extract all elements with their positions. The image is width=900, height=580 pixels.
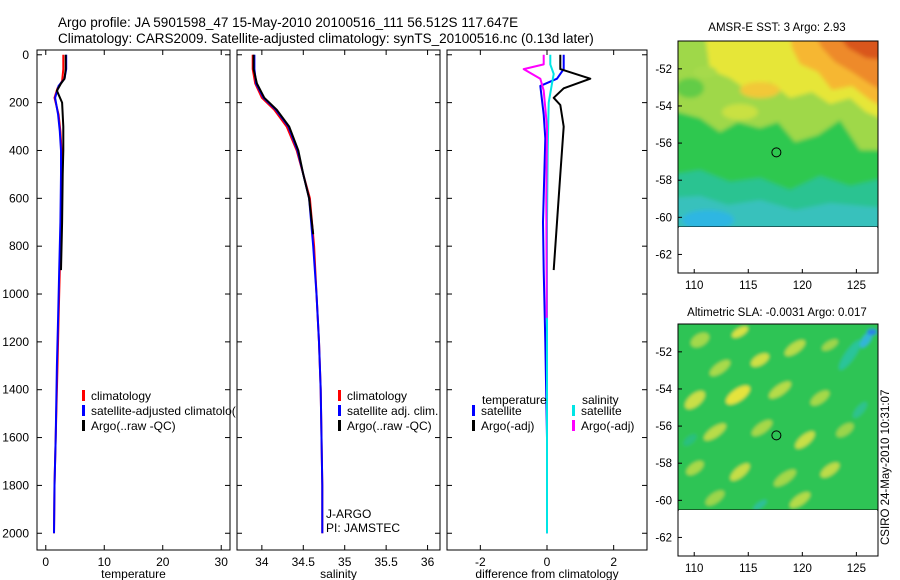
legend-swatch	[82, 420, 85, 431]
y-tick-label: 200	[9, 96, 29, 110]
legend-swatch	[338, 390, 341, 401]
y-tick-label: -54	[655, 101, 672, 113]
legend-swatch	[472, 405, 475, 416]
plot-frame	[236, 49, 441, 551]
x-axis-label: difference from climatology	[475, 567, 618, 580]
y-tick-label: -56	[655, 138, 672, 150]
annotation: J-ARGO	[326, 507, 371, 521]
legend-swatch	[338, 405, 341, 416]
legend-swatch	[338, 420, 341, 431]
x-tick-label: 35.5	[374, 555, 398, 569]
x-tick-label: 125	[847, 563, 866, 575]
y-tick-label: -62	[655, 249, 672, 261]
x-tick-label: 0	[544, 555, 551, 569]
y-tick-label: 0	[22, 48, 29, 62]
x-tick-label: 110	[685, 563, 703, 575]
x-tick-label: 2	[610, 555, 617, 569]
x-tick-label: 35	[338, 555, 352, 569]
y-tick-label: 1600	[2, 431, 29, 445]
y-tick-label: -58	[655, 458, 672, 470]
y-tick-label: 1200	[2, 335, 29, 349]
x-tick-label: 0	[42, 555, 49, 569]
series-line	[252, 54, 315, 235]
legend-swatch	[82, 390, 85, 401]
legend-header: salinity	[582, 393, 619, 407]
series-line	[55, 54, 67, 271]
y-tick-label: 1000	[2, 287, 29, 301]
header-line1: Argo profile: JA 5901598_47 15-May-2010 …	[58, 15, 518, 30]
legend-label: Argo(..raw -QC)	[347, 419, 432, 433]
y-tick-label: -60	[655, 212, 672, 224]
x-tick-label: 120	[793, 280, 812, 292]
x-tick-label: 34	[255, 555, 269, 569]
x-tick-label: 36	[421, 555, 435, 569]
series-line	[552, 54, 592, 271]
x-tick-label: 120	[793, 563, 812, 575]
x-tick-label: 125	[847, 280, 866, 292]
sla-map: Altimetric SLA: -0.0031 Argo: 0.017	[655, 307, 879, 575]
x-tick-label: 20	[156, 555, 170, 569]
y-tick-label: 400	[9, 143, 29, 157]
legend-label: climatology	[347, 389, 407, 403]
map-frame	[677, 323, 879, 557]
legend-label: Argo(..raw -QC)	[91, 419, 176, 433]
y-tick-label: 600	[9, 191, 29, 205]
x-tick-label: 115	[739, 563, 757, 575]
y-tick-label: 1800	[2, 478, 29, 492]
x-tick-label: 115	[739, 280, 757, 292]
sla-map-title: Altimetric SLA: -0.0031 Argo: 0.017	[687, 307, 867, 319]
x-axis-label: salinity	[320, 567, 357, 580]
legend-label: Argo(-adj)	[581, 419, 634, 433]
legend-label: Argo(-adj)	[481, 419, 534, 433]
plot-frame	[36, 49, 231, 551]
y-tick-label: 2000	[2, 526, 29, 540]
sst-field	[678, 41, 878, 227]
temperature-profile: 0 10 20 30 0 200 400 600 800 1000 1200 1400 1600 1800…	[2, 48, 235, 580]
legend-swatch	[572, 405, 575, 416]
legend-header: temperature	[482, 393, 547, 407]
series-line	[522, 54, 548, 318]
x-tick-label: 34.5	[292, 555, 316, 569]
map-frame	[677, 40, 879, 274]
x-tick-label: 110	[685, 280, 703, 292]
salinity-profile: 34 34.5 35 35.5 36 salinity climatologysatelli…	[236, 49, 441, 580]
footer-stamp: CSIRO 24-May-2010 10:31:07	[880, 390, 892, 545]
legend-swatch	[572, 420, 575, 431]
y-tick-label: -52	[655, 64, 672, 76]
series-line	[546, 54, 555, 534]
legend-label: climatology	[91, 389, 151, 403]
legend-label: satellite	[481, 404, 522, 418]
x-tick-label: -2	[475, 555, 486, 569]
annotation: PI: JAMSTEC	[326, 521, 400, 535]
argo-location-marker	[771, 430, 782, 441]
sst-map-title: AMSR-E SST: 3 Argo: 2.93	[708, 22, 845, 34]
legend-swatch	[82, 405, 85, 416]
y-tick-label: -52	[655, 347, 672, 359]
y-tick-label: 800	[9, 239, 29, 253]
legend-label: satellite	[581, 404, 622, 418]
sst-map: AMSR-E SST: 3 Argo: 2.93 110 115 120 125 -52…	[655, 22, 879, 292]
x-tick-label: 10	[98, 555, 112, 569]
x-axis-label: temperature	[101, 567, 166, 580]
header-line2: Climatology: CARS2009. Satellite-adjuste…	[58, 31, 594, 46]
argo-location-marker	[771, 147, 782, 158]
y-tick-label: -56	[655, 421, 672, 433]
legend-label: satellite adj. clim.	[347, 404, 438, 418]
series-line	[539, 54, 565, 534]
y-tick-label: -58	[655, 175, 672, 187]
x-tick-label: 30	[215, 555, 229, 569]
y-tick-label: 1400	[2, 383, 29, 397]
legend-swatch	[472, 420, 475, 431]
y-tick-label: -62	[655, 532, 672, 544]
sla-field	[678, 324, 878, 510]
y-tick-label: -54	[655, 384, 672, 396]
legend-label: satellite-adjusted climatolo(	[91, 404, 236, 418]
y-tick-label: -60	[655, 495, 672, 507]
